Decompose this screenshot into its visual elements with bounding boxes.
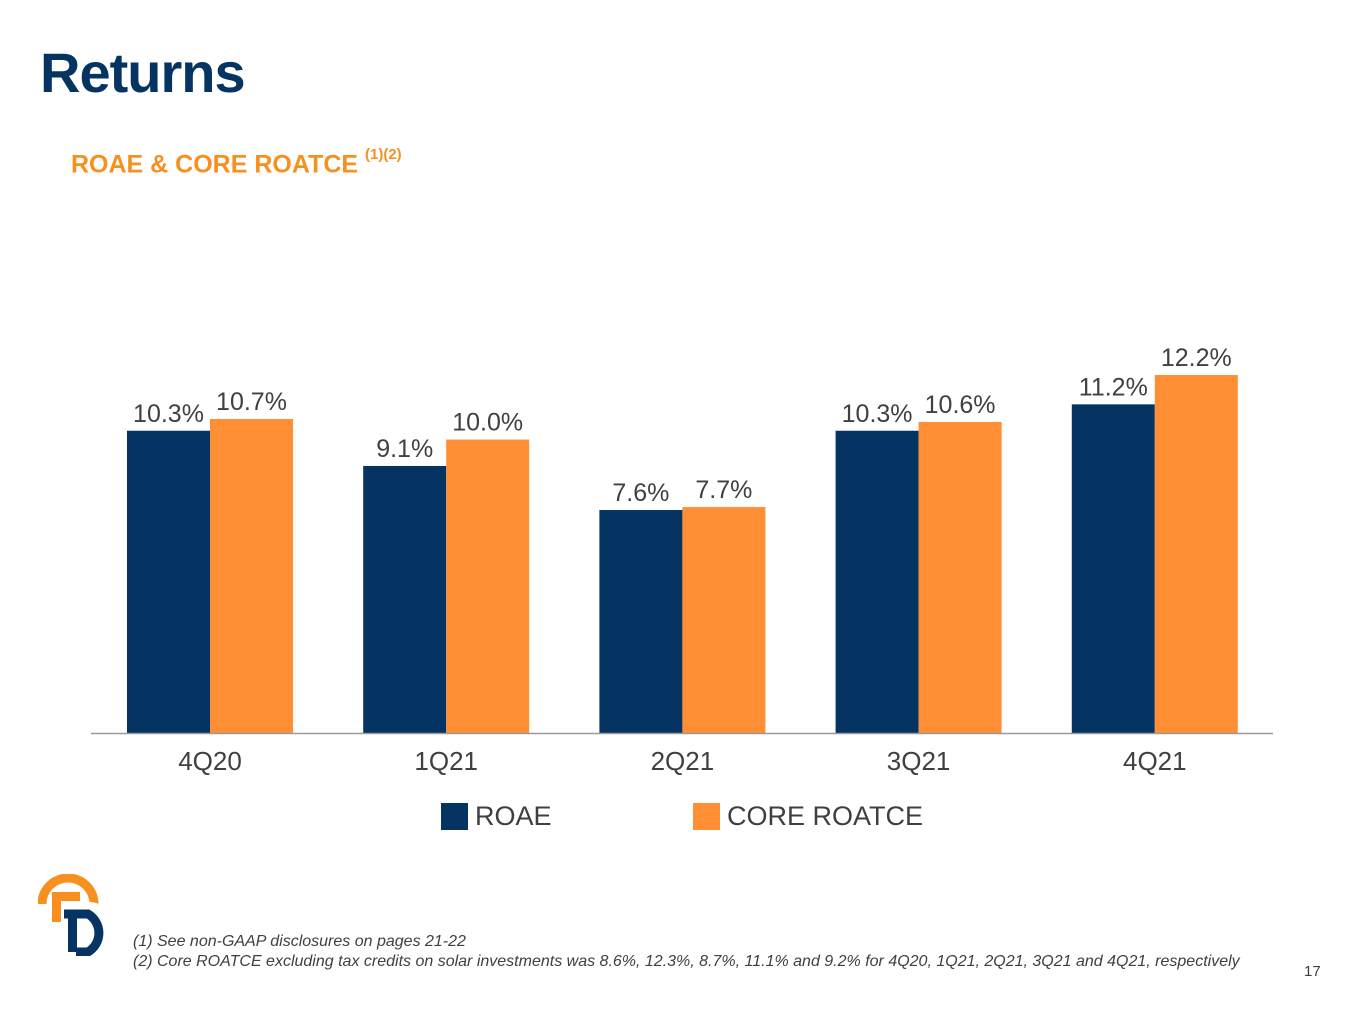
x-tick-label-3q21: 3Q21 xyxy=(887,746,951,776)
chart-title: ROAE & CORE ROATCE (1)(2) xyxy=(71,146,402,179)
bar-roae-1q21 xyxy=(363,465,447,733)
page-title: Returns xyxy=(40,41,246,104)
footnotes: (1) See non-GAAP disclosures on pages 21… xyxy=(133,932,1243,972)
legend-item-core-roatce: CORE ROATCE xyxy=(693,800,923,832)
bar-core-roatce-4q20 xyxy=(210,419,293,733)
footnote-1: (1) See non-GAAP disclosures on pages 21… xyxy=(133,933,466,950)
bank-logo-icon xyxy=(38,874,116,956)
x-tick-label-4q21: 4Q21 xyxy=(1123,746,1187,776)
chart-title-text: ROAE & CORE ROATCE xyxy=(71,150,359,179)
data-label-roae-3q21: 10.3% xyxy=(842,400,913,428)
legend-swatch-roae xyxy=(441,802,468,830)
bar-roae-4q20 xyxy=(127,430,210,733)
data-label-core-roatce-2q21: 7.7% xyxy=(695,476,752,504)
bar-core-roatce-3q21 xyxy=(918,421,1002,733)
bar-roae-4q21 xyxy=(1071,404,1155,733)
bar-roae-3q21 xyxy=(835,430,919,733)
x-tick-label-2q21: 2Q21 xyxy=(651,746,715,776)
footnote-2: (2) Core ROATCE excluding tax credits on… xyxy=(133,953,1240,970)
legend-swatch-core-roatce xyxy=(693,802,720,830)
page-number: 17 xyxy=(1304,963,1321,980)
x-tick-label-1q21: 1Q21 xyxy=(414,746,478,776)
legend-item-roae: ROAE xyxy=(441,800,552,832)
data-label-core-roatce-3q21: 10.6% xyxy=(925,391,996,419)
x-tick-label-4q20: 4Q20 xyxy=(178,746,242,776)
data-label-core-roatce-4q20: 10.7% xyxy=(216,388,287,416)
bar-core-roatce-2q21 xyxy=(682,507,766,733)
data-label-roae-2q21: 7.6% xyxy=(612,479,669,507)
bar-core-roatce-1q21 xyxy=(446,439,530,733)
legend-label-core-roatce: CORE ROATCE xyxy=(727,800,924,831)
legend-label-roae: ROAE xyxy=(475,800,552,831)
data-label-roae-4q21: 11.2% xyxy=(1079,373,1148,401)
chart-title-footnote-ref: (1)(2) xyxy=(365,146,402,163)
data-label-roae-1q21: 9.1% xyxy=(376,435,433,463)
bar-core-roatce-4q21 xyxy=(1154,375,1238,733)
data-label-roae-4q20: 10.3% xyxy=(133,400,204,428)
data-label-core-roatce-4q21: 12.2% xyxy=(1161,344,1232,372)
bar-roae-2q21 xyxy=(599,509,683,733)
data-label-core-roatce-1q21: 10.0% xyxy=(452,409,523,437)
